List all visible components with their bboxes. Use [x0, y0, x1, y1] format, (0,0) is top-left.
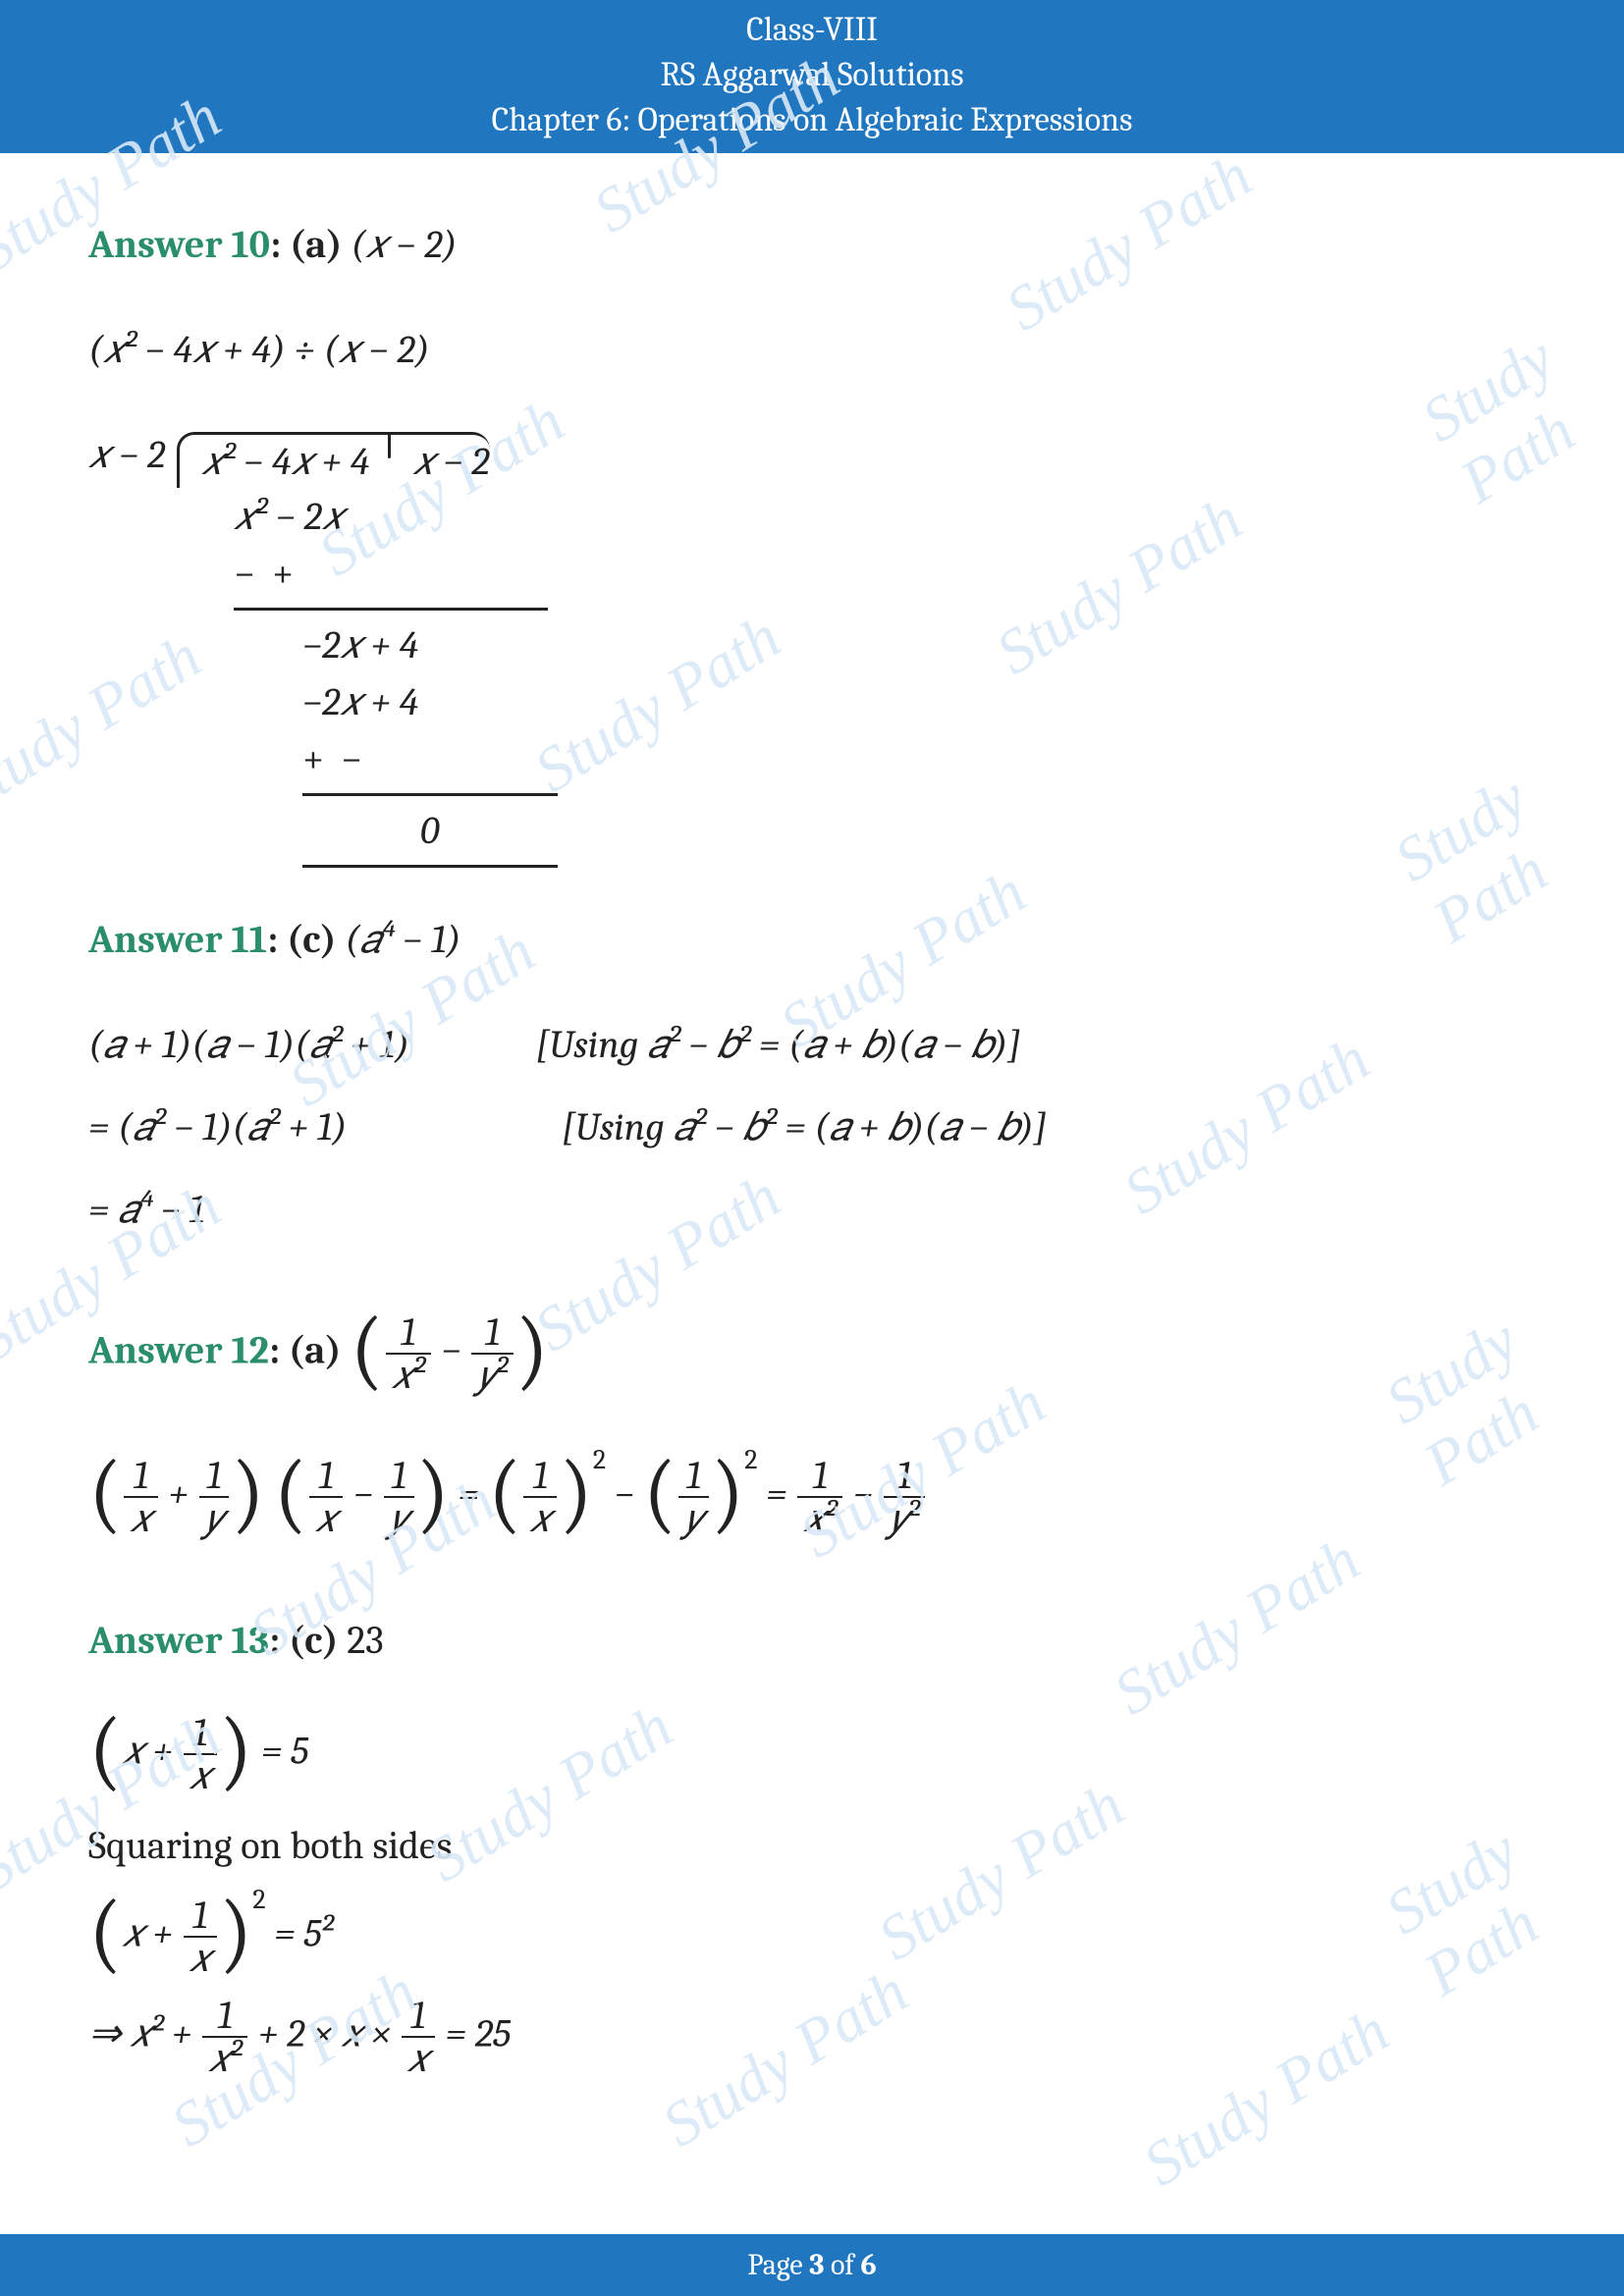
answer-label: Answer 11 — [88, 917, 267, 962]
ld-step: 𝑥² − 2𝑥 — [234, 488, 1536, 545]
header-line-3: Chapter 6: Operations on Algebraic Expre… — [0, 98, 1624, 143]
answer-13-heading: Answer 13: (c) 23 — [88, 1618, 1536, 1663]
footer-page-total: 6 — [860, 2248, 876, 2282]
ld-sign-row: + − — [234, 730, 1536, 787]
answer-label: Answer 10 — [88, 222, 270, 267]
answer-label: Answer 13 — [88, 1618, 269, 1663]
header-line-1: Class-VIII — [0, 8, 1624, 53]
ld-quotient: 𝑥 − 2 — [391, 432, 489, 488]
answer-11-step: (𝑎 + 1)(𝑎 − 1)(𝑎² + 1) [Using 𝑎² − 𝑏² = … — [88, 1011, 1536, 1078]
answer-expression: (1𝑥² − 1𝑦²) — [350, 1327, 549, 1372]
step-note: [Using 𝑎² − 𝑏² = (𝑎 + 𝑏)(𝑎 − 𝑏)] — [536, 1011, 1021, 1078]
footer-page-prefix: Page — [747, 2248, 809, 2282]
answer-expression: 23 — [347, 1618, 383, 1663]
ld-remainder: 0 — [234, 802, 1536, 859]
answer-13-step: ⇒ 𝑥² + 1𝑥² + 2 × 𝑥 × 1𝑥 = 25 — [88, 1995, 1536, 2079]
answer-12-step: (1𝑥 + 1𝑦) (1𝑥 − 1𝑦) = (1𝑥)2 − (1𝑦)2 = 1𝑥… — [88, 1455, 1536, 1539]
ld-steps: 𝑥² − 2𝑥 − + −2𝑥 + 4 −2𝑥 + 4 + − 0 — [234, 488, 1536, 868]
step-lhs: (𝑎 + 1)(𝑎 − 1)(𝑎² + 1) — [88, 1022, 409, 1067]
long-division: 𝑥 − 2 𝑥² − 4𝑥 + 4 𝑥 − 2 𝑥² − 2𝑥 − + −2𝑥 … — [88, 432, 1536, 868]
answer-13-step: (𝑥 + 1𝑥)2 = 5² — [88, 1895, 1536, 1979]
ld-step: −2𝑥 + 4 — [234, 616, 1536, 673]
ld-sign-row: − + — [234, 545, 1536, 602]
answer-option: : (c) — [267, 917, 345, 962]
answer-option: : (c) — [269, 1618, 347, 1663]
ld-rule — [302, 865, 558, 868]
answer-13-text: Squaring on both sides — [88, 1812, 1536, 1879]
answer-expression: (𝑥 − 2) — [351, 222, 457, 267]
header-line-2: RS Aggarwal Solutions — [0, 53, 1624, 98]
ld-dividend: 𝑥² − 4𝑥 + 4 — [177, 432, 391, 488]
answer-12-heading: Answer 12: (a) (1𝑥² − 1𝑦²) — [88, 1311, 1536, 1396]
answer-expression: (𝑎⁴ − 1) — [345, 917, 460, 962]
ld-step: −2𝑥 + 4 — [234, 673, 1536, 730]
answer-option: : (a) — [269, 1327, 350, 1372]
page-footer: Page 3 of 6 — [0, 2234, 1624, 2296]
footer-page-number: 3 — [809, 2248, 824, 2282]
answer-option: : (a) — [270, 222, 351, 267]
step-lhs: = (𝑎² − 1)(𝑎² + 1) — [88, 1104, 347, 1149]
answer-13-step: (𝑥 + 1𝑥) = 5 — [88, 1712, 1536, 1796]
answer-10-heading: Answer 10: (a) (𝑥 − 2) — [88, 222, 1536, 267]
ld-rule — [302, 793, 558, 796]
page-header: Class-VIII RS Aggarwal Solutions Chapter… — [0, 0, 1624, 153]
footer-page-of: of — [824, 2248, 860, 2282]
long-division-top: 𝑥 − 2 𝑥² − 4𝑥 + 4 𝑥 − 2 — [88, 432, 1536, 488]
answer-11-step: = (𝑎² − 1)(𝑎² + 1) [Using 𝑎² − 𝑏² = (𝑎 +… — [88, 1094, 1536, 1160]
answer-label: Answer 12 — [88, 1327, 269, 1372]
page-content: Answer 10: (a) (𝑥 − 2) (𝑥² − 4𝑥 + 4) ÷ (… — [0, 153, 1624, 2079]
answer-11-step: = 𝑎⁴ − 1 — [88, 1176, 1536, 1243]
ld-rule — [234, 608, 548, 611]
step-note: [Using 𝑎² − 𝑏² = (𝑎 + 𝑏)(𝑎 − 𝑏)] — [562, 1094, 1047, 1160]
answer-10-step: (𝑥² − 4𝑥 + 4) ÷ (𝑥 − 2) — [88, 316, 1536, 383]
ld-divisor: 𝑥 − 2 — [88, 432, 177, 477]
answer-11-heading: Answer 11: (c) (𝑎⁴ − 1) — [88, 917, 1536, 962]
